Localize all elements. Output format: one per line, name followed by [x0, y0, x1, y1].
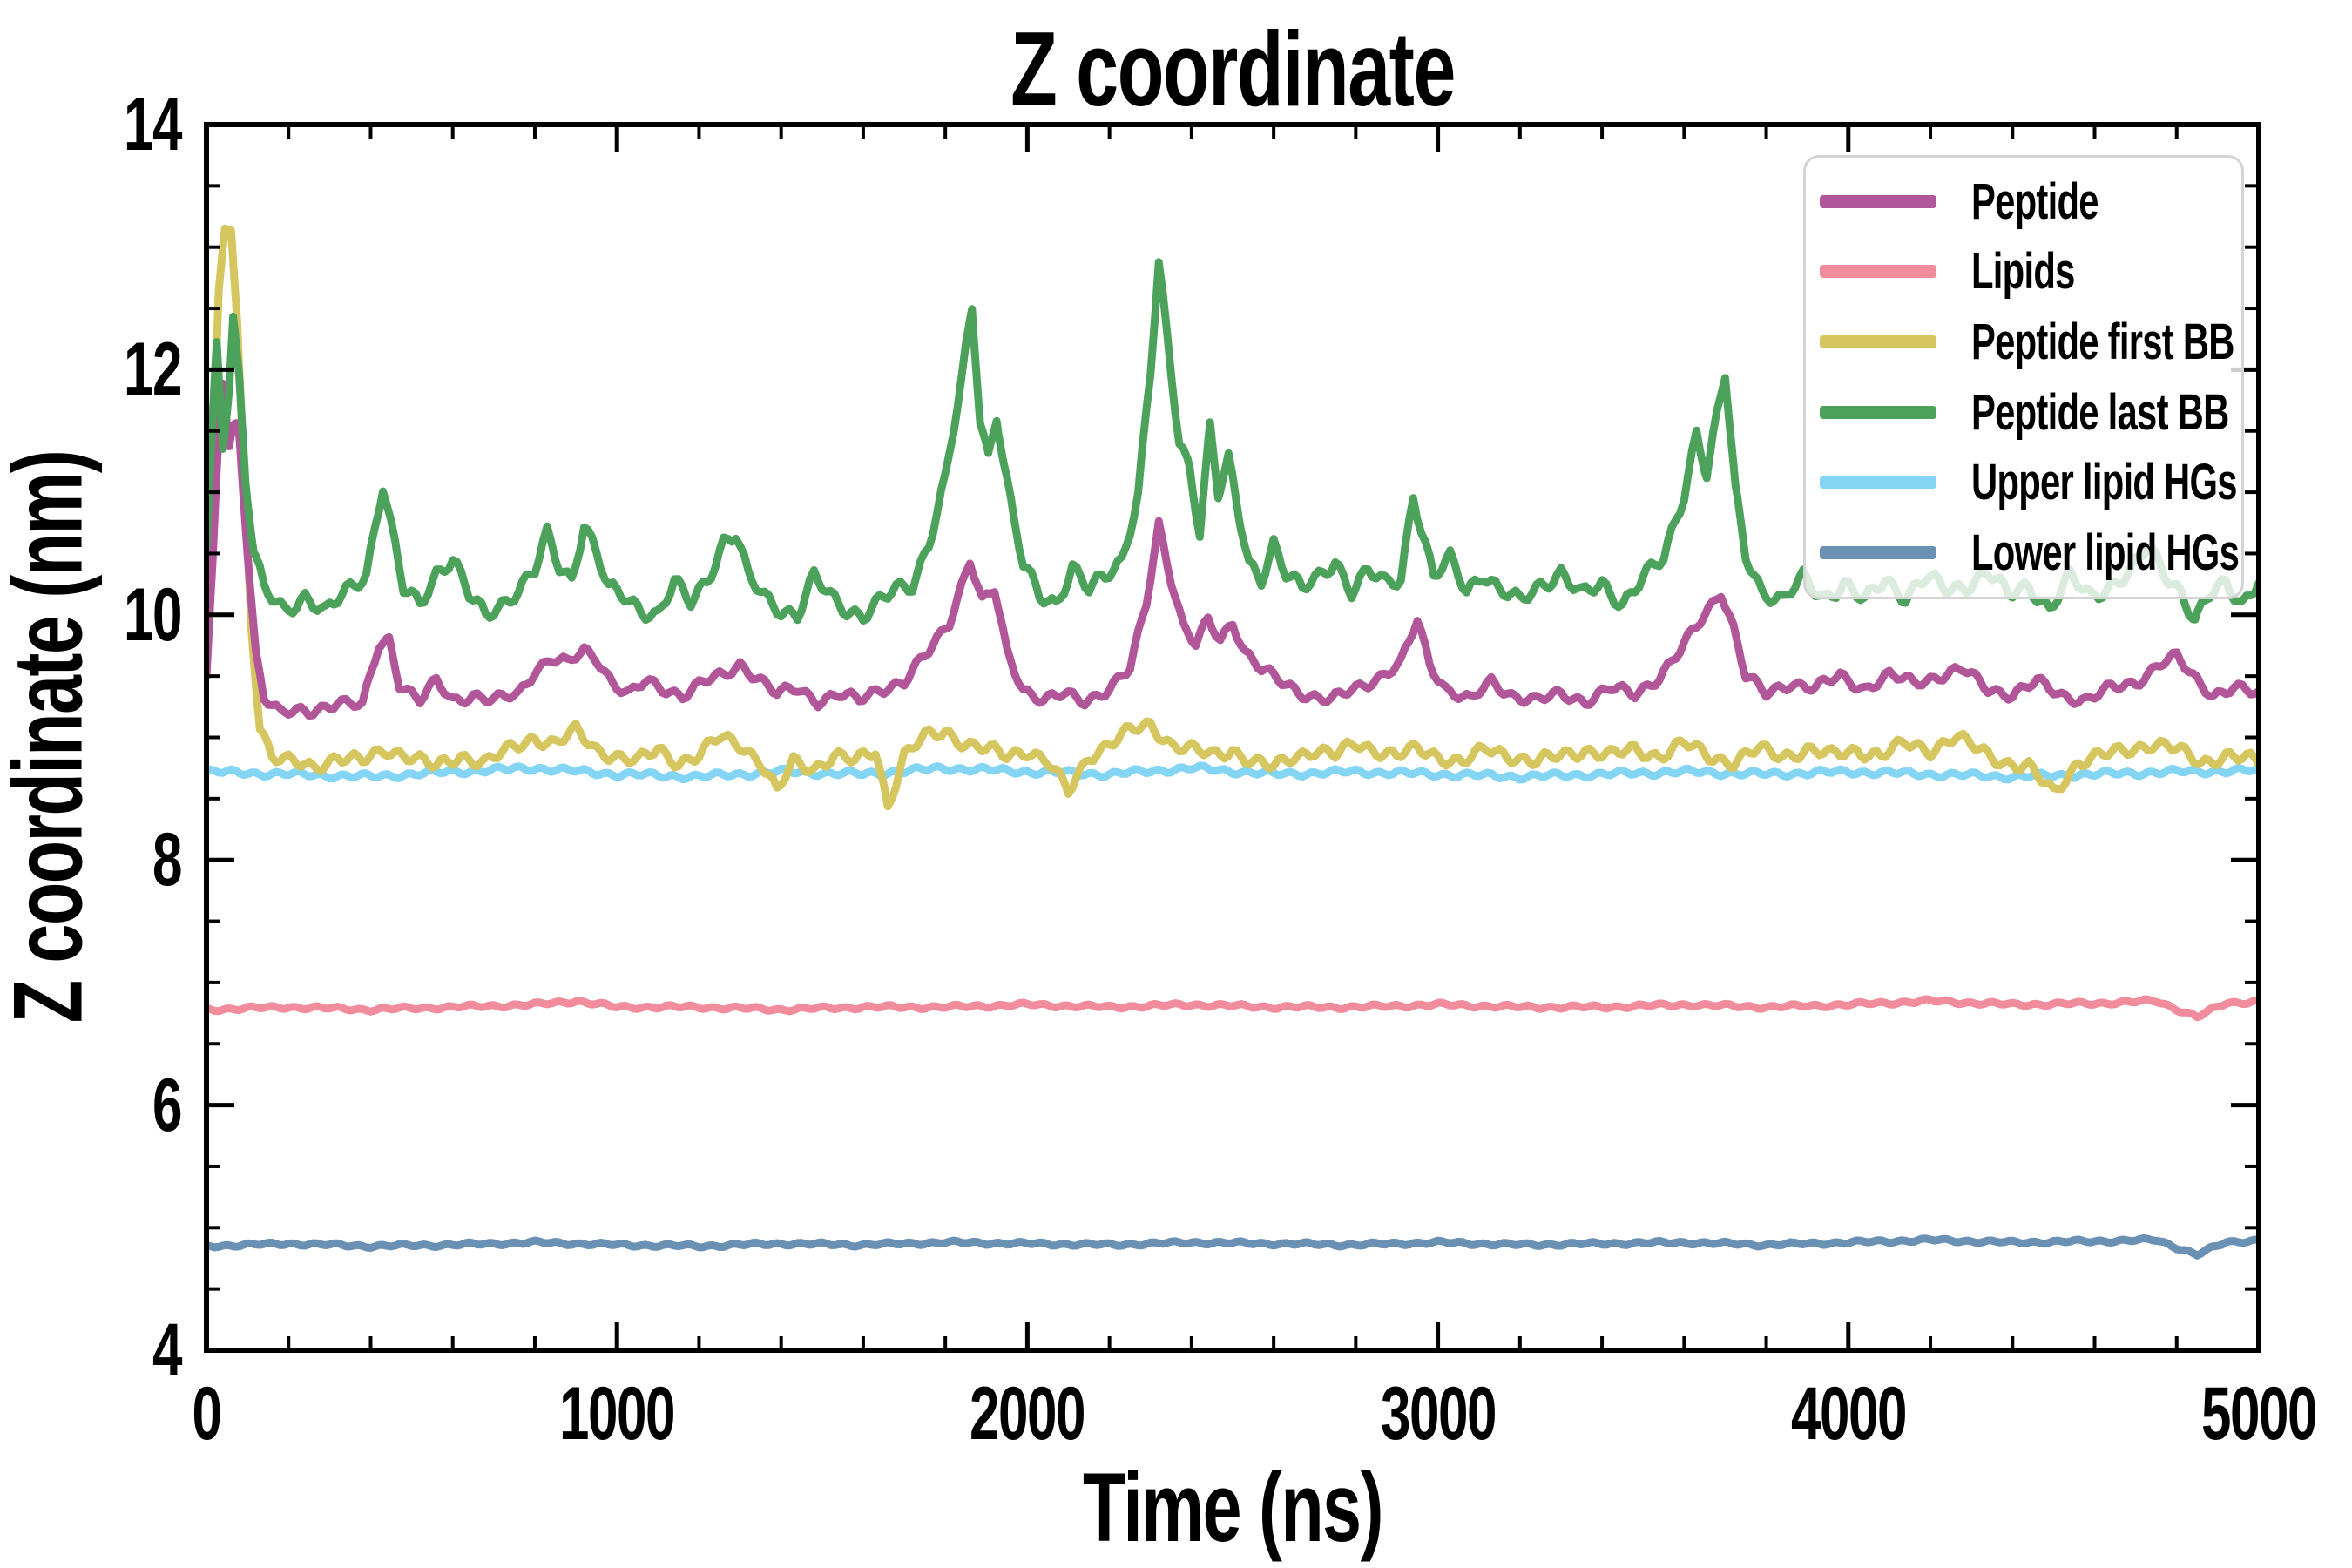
y-tick-label-12: 12	[123, 328, 182, 412]
legend: Peptide Lipids Peptide first BB Peptide …	[1803, 155, 2244, 599]
legend-label-upper-lipid-hgs: Upper lipid HGs	[1971, 454, 2237, 511]
series-line-peptide	[206, 379, 2260, 720]
y-tick-label-14: 14	[123, 83, 182, 166]
y-tick-label-6: 6	[152, 1063, 182, 1147]
x-tick-label-3000: 3000	[1380, 1372, 1497, 1456]
legend-label-lower-lipid-hgs: Lower lipid HGs	[1971, 524, 2240, 582]
y-tick-label-4: 4	[152, 1308, 182, 1392]
legend-entry-peptide-last-bb: Peptide last BB	[1806, 383, 2241, 442]
legend-label-peptide-last-bb: Peptide last BB	[1971, 383, 2229, 441]
y-tick-label-10: 10	[123, 572, 182, 657]
series-line-lower-lipid-hgs	[206, 1233, 2260, 1260]
legend-entry-peptide: Peptide	[1806, 172, 2241, 231]
legend-swatch-lipids	[1820, 265, 1936, 279]
series-line-peptide-last-bb	[206, 258, 2260, 625]
chart-title: Z coordinate	[1010, 10, 1456, 128]
axis-ticks	[204, 122, 2261, 1353]
legend-label-peptide-first-bb: Peptide first BB	[1971, 314, 2234, 371]
legend-entry-upper-lipid-hgs: Upper lipid HGs	[1806, 453, 2241, 511]
legend-entry-lower-lipid-hgs: Lower lipid HGs	[1806, 524, 2241, 582]
x-tick-label-1000: 1000	[559, 1372, 675, 1456]
legend-label-peptide: Peptide	[1971, 172, 2099, 230]
legend-entry-peptide-first-bb: Peptide first BB	[1806, 313, 2241, 371]
legend-swatch-peptide-first-bb	[1820, 335, 1936, 349]
x-tick-label-0: 0	[192, 1372, 221, 1456]
legend-swatch-upper-lipid-hgs	[1820, 476, 1936, 490]
y-tick-label-8: 8	[152, 818, 182, 902]
legend-label-lipids: Lipids	[1971, 243, 2075, 301]
y-axis-label: Z coordinate (nm)	[0, 450, 103, 1024]
x-tick-label-5000: 5000	[2200, 1372, 2317, 1456]
x-tick-label-4000: 4000	[1790, 1372, 1907, 1456]
legend-entry-lipids: Lipids	[1806, 242, 2241, 301]
legend-swatch-lower-lipid-hgs	[1820, 546, 1936, 560]
series-line-upper-lipid-hgs	[206, 761, 2260, 784]
legend-swatch-peptide	[1820, 194, 1936, 208]
legend-swatch-peptide-last-bb	[1820, 405, 1936, 419]
series-line-lipids	[206, 995, 2260, 1022]
x-tick-label-2000: 2000	[970, 1372, 1085, 1456]
x-axis-label: Time (ns)	[1082, 1453, 1383, 1562]
series-line-peptide-first-bb	[206, 224, 2260, 811]
plot-spines	[204, 122, 2261, 1353]
